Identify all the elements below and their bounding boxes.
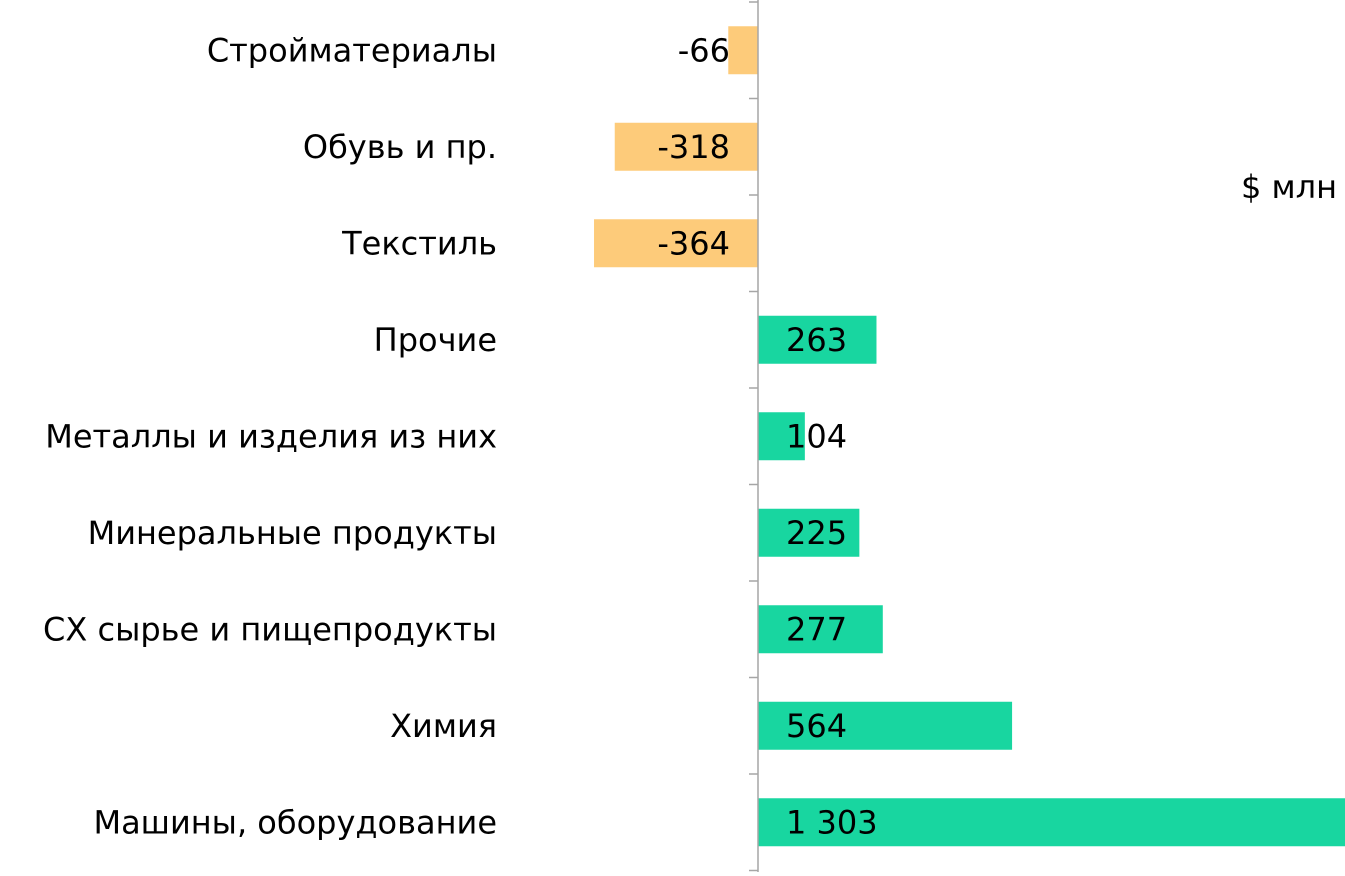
bar	[758, 798, 1345, 847]
bar	[758, 605, 883, 654]
data-label: -364	[657, 224, 730, 262]
unit-label: $ млн	[1240, 168, 1337, 206]
category-label: Металлы и изделия из них	[45, 417, 497, 455]
category-label: Стройматериалы	[207, 31, 497, 69]
category-label: Химия	[390, 707, 497, 745]
data-label: 225	[786, 514, 847, 552]
data-label: -66	[678, 31, 730, 69]
bar	[758, 412, 805, 461]
category-label: Минеральные продукты	[88, 514, 497, 552]
data-label: 263	[786, 321, 847, 359]
data-label: 104	[786, 417, 847, 455]
category-label: Текстиль	[341, 224, 497, 262]
bar	[758, 701, 1013, 750]
data-label: 1 303	[786, 803, 878, 841]
data-label: 277	[786, 610, 847, 648]
data-label: 564	[786, 707, 847, 745]
data-label: -318	[657, 128, 730, 166]
category-label: Машины, оборудование	[93, 803, 497, 841]
bar	[614, 122, 758, 171]
bar	[594, 219, 758, 268]
category-label: Прочие	[374, 321, 497, 359]
bar	[758, 508, 860, 557]
axis-layer	[749, 0, 759, 872]
category-label: Обувь и пр.	[303, 128, 497, 166]
bar	[758, 315, 877, 364]
bars-layer	[594, 26, 1345, 847]
category-label: СХ сырье и пищепродукты	[43, 610, 497, 648]
bar	[728, 26, 758, 75]
labels-layer: Стройматериалы -66 Обувь и пр. -318 Текстиль…	[43, 31, 878, 841]
